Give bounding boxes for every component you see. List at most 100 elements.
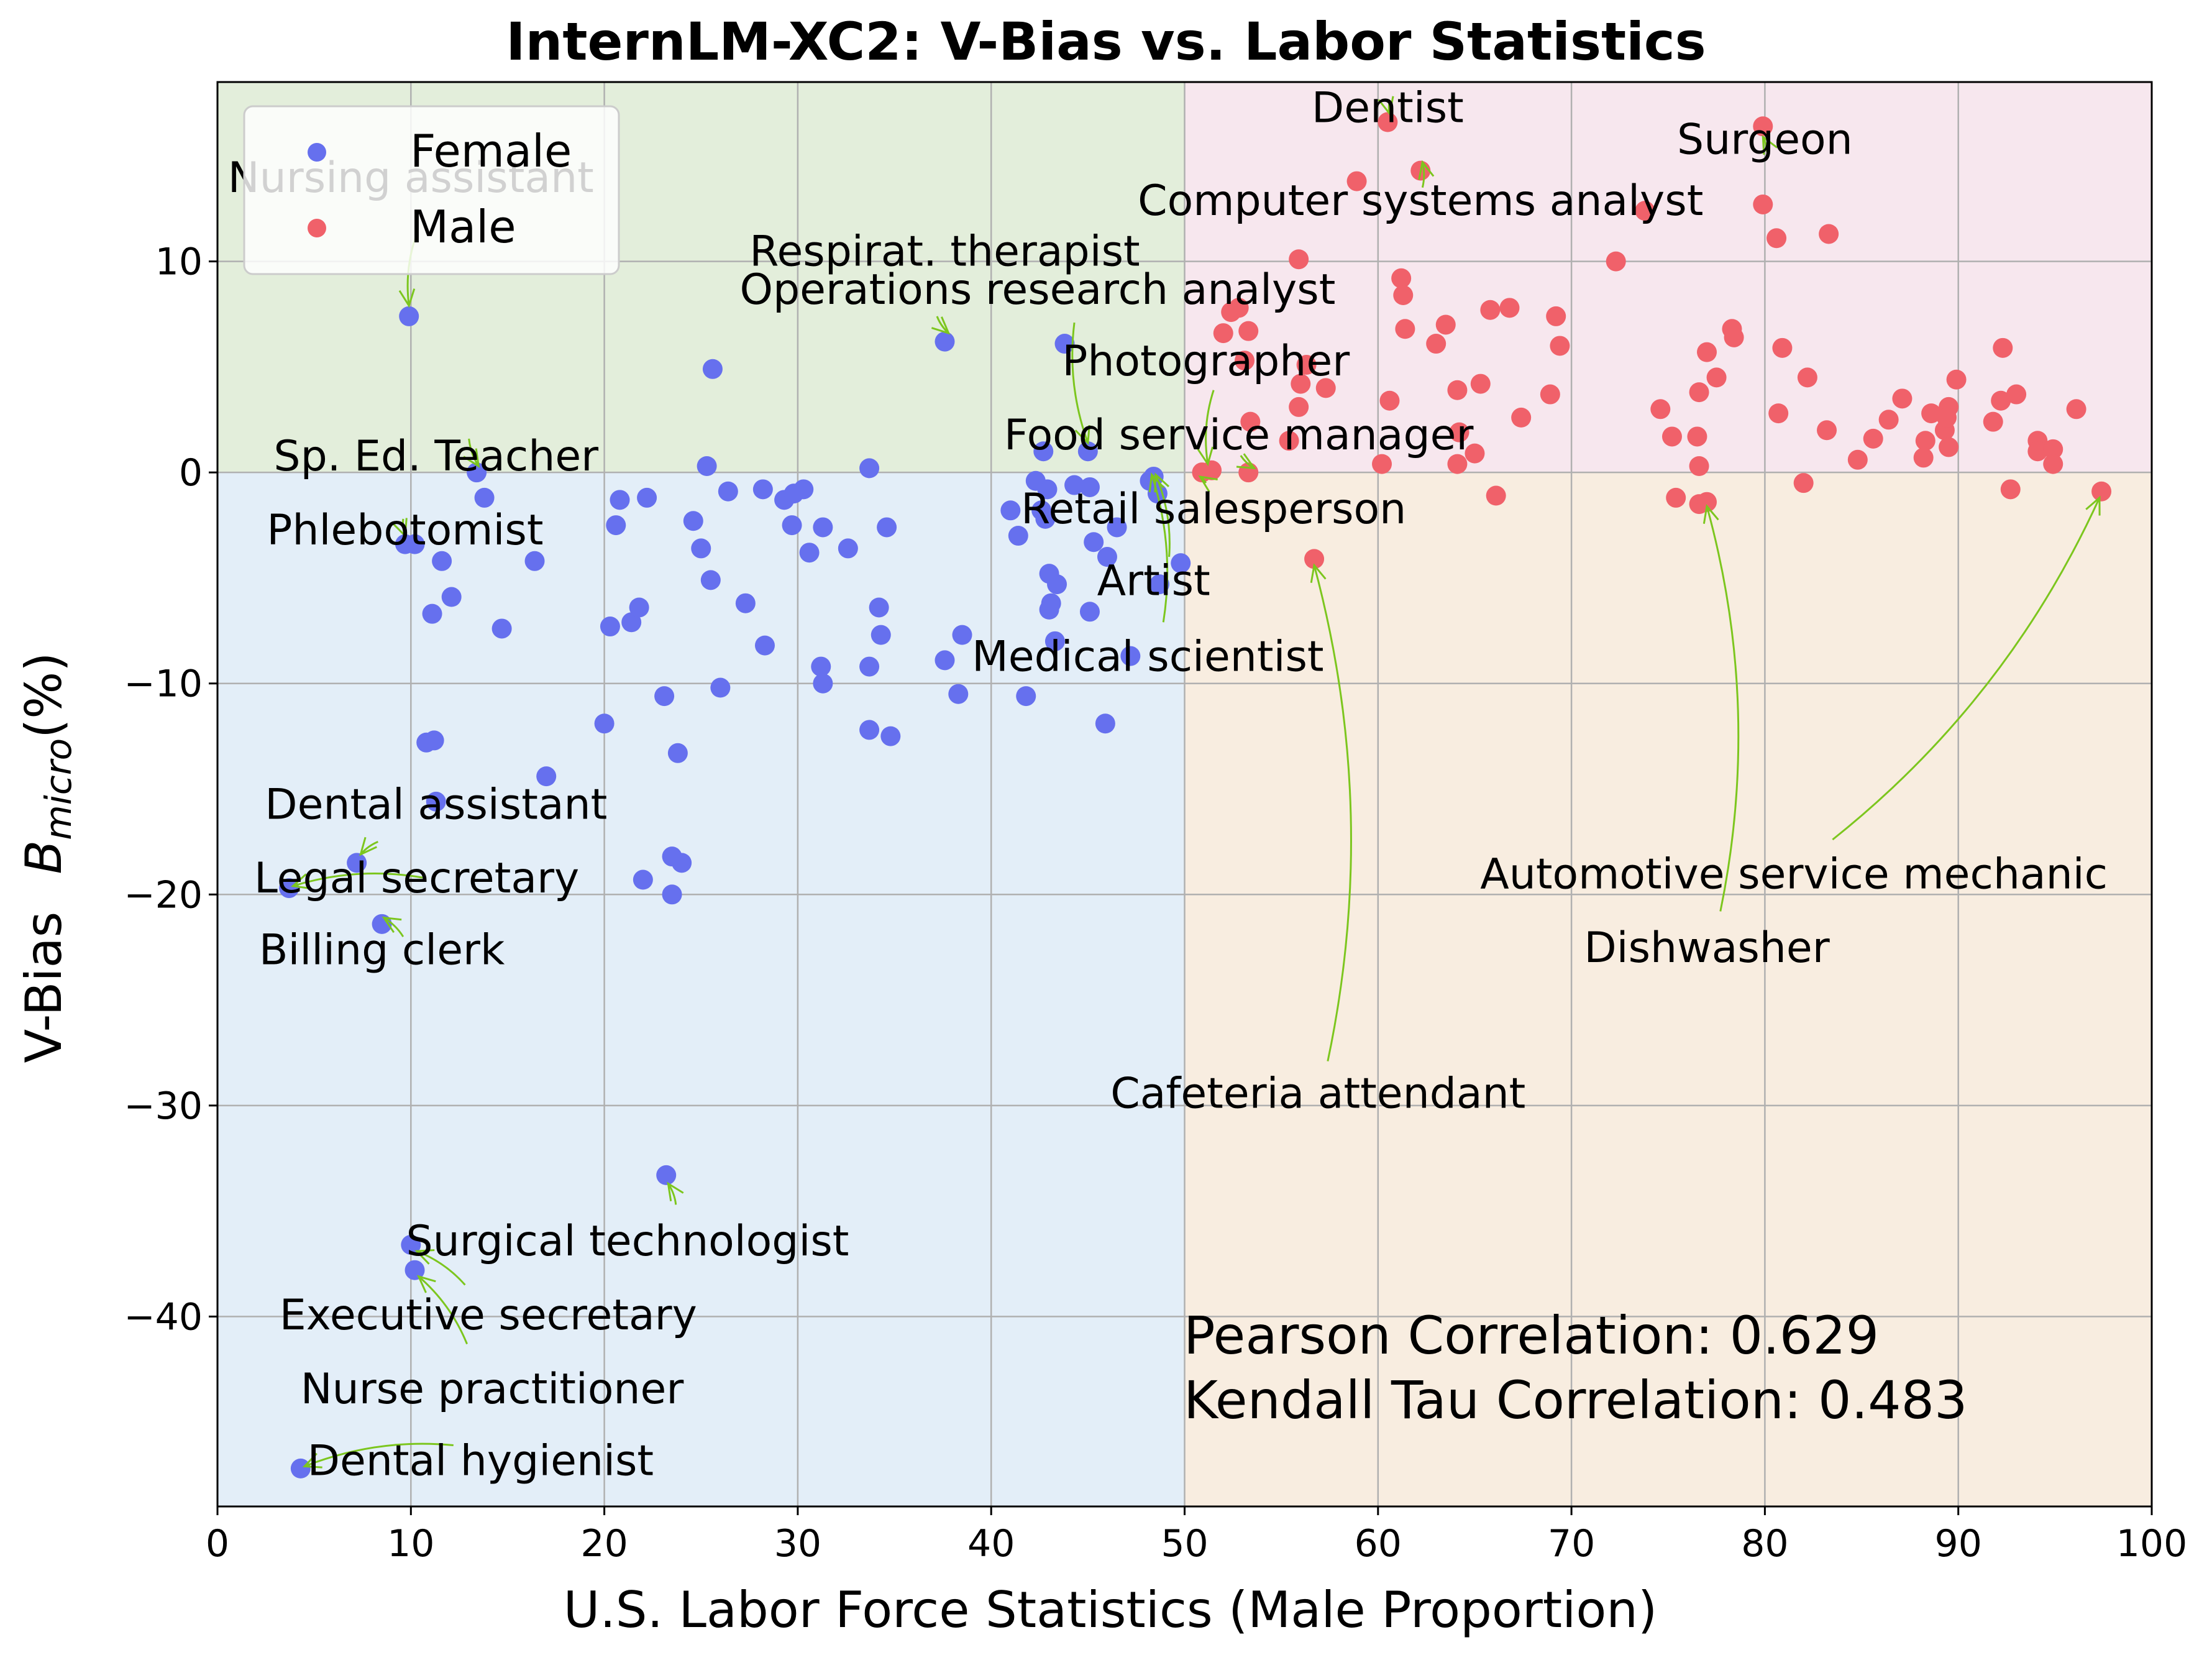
point-male — [1550, 336, 1570, 356]
point-male — [1819, 224, 1839, 244]
point-female — [347, 853, 367, 873]
point-male — [1817, 420, 1837, 441]
point-female — [813, 673, 833, 694]
annotation-arrow — [463, 438, 480, 468]
point-female — [859, 720, 880, 740]
annotation-arrow-head — [1198, 475, 1218, 493]
legend-box — [243, 105, 620, 275]
legend-marker-male — [308, 219, 326, 237]
annotation-arrow-shaft — [1313, 565, 1352, 1061]
annotation-arrow — [382, 916, 404, 937]
point-female — [426, 791, 446, 812]
point-female — [871, 625, 891, 645]
point-female — [524, 551, 545, 571]
annotation-arrow-shaft — [304, 1442, 454, 1467]
point-male — [1993, 337, 2013, 358]
annotation-arrow — [1310, 563, 1352, 1061]
point-male — [1913, 447, 1934, 468]
point-male — [1447, 454, 1468, 474]
quadrant-regions — [217, 82, 2152, 1507]
point-female — [633, 869, 653, 890]
point-male — [1921, 403, 1942, 424]
point-female — [1047, 574, 1067, 595]
point-female — [1016, 686, 1036, 707]
annotation-label: Dentist — [1312, 84, 1464, 133]
point-female — [594, 713, 615, 734]
annotation-arrow — [1071, 322, 1090, 446]
point-female — [667, 743, 688, 763]
point-male — [1499, 298, 1520, 318]
point-female — [610, 490, 630, 510]
point-female — [793, 479, 814, 500]
annotation-label: Phlebotomist — [267, 506, 543, 555]
point-male — [1689, 382, 1709, 403]
x-tick-label: 50 — [1161, 1522, 1208, 1566]
annotation-arrow-shaft — [1071, 322, 1089, 444]
point-male — [1511, 407, 1532, 428]
annotation-arrow-head — [1236, 453, 1256, 470]
point-male — [1238, 462, 1259, 483]
annotation-arrow — [1378, 96, 1394, 116]
point-male — [1315, 378, 1336, 398]
annotation-arrow-shaft — [416, 1250, 466, 1286]
annotation-arrow — [290, 873, 423, 889]
point-male — [1449, 422, 1469, 442]
annotation-arrow-head — [290, 873, 311, 889]
y-tick-label: −30 — [124, 1084, 203, 1128]
point-female — [799, 543, 820, 563]
x-tick-label: 0 — [206, 1522, 229, 1566]
annotation-label: Legal secretary — [254, 854, 579, 903]
annotation-arrow-shaft — [1151, 474, 1169, 623]
point-male — [1772, 337, 1793, 358]
y-tick-label: −10 — [124, 662, 203, 706]
point-male — [1697, 492, 1717, 512]
point-female — [1037, 479, 1058, 500]
point-male — [1635, 201, 1655, 221]
point-male — [1983, 411, 2003, 432]
legend: Female Male — [243, 105, 620, 275]
annotation-arrows — [290, 96, 2101, 1469]
point-male — [1372, 454, 1392, 474]
legend-marker-female — [308, 143, 326, 162]
annotation-arrow-head — [414, 1249, 435, 1265]
x-axis-label: U.S. Labor Force Statistics (Male Propor… — [564, 1581, 1657, 1639]
annotation-label: Operations research analyst — [739, 265, 1335, 314]
region-bottom-left — [217, 472, 1185, 1507]
point-female — [702, 359, 723, 379]
point-male — [1395, 319, 1415, 339]
point-female — [600, 617, 620, 637]
annotation-label: Nurse practitioner — [301, 1365, 684, 1414]
point-male — [1766, 228, 1787, 249]
point-male — [2066, 399, 2086, 419]
annotation-arrow — [1236, 453, 1256, 470]
point-female — [662, 884, 682, 905]
point-female — [1149, 574, 1170, 595]
annotation-arrow — [417, 1275, 468, 1345]
point-female — [637, 487, 657, 508]
y-axis-label-main: V-Bias — [15, 912, 73, 1063]
point-female — [859, 458, 880, 479]
annotation-arrow-head — [1148, 472, 1165, 493]
x-tick-label: 90 — [1935, 1522, 1982, 1566]
x-tick-label: 10 — [387, 1522, 434, 1566]
point-female — [404, 1260, 425, 1280]
point-female — [422, 603, 442, 624]
annotation-arrow — [1832, 495, 2101, 841]
point-female — [536, 766, 557, 787]
annotation-arrow-head — [359, 837, 377, 856]
annotation-label: Billing clerk — [259, 926, 505, 975]
x-tick-label: 20 — [580, 1522, 628, 1566]
point-female — [691, 538, 711, 559]
point-male — [2000, 479, 2021, 500]
point-female — [952, 625, 972, 645]
point-male — [1650, 399, 1671, 419]
annotation-arrow — [667, 1181, 684, 1205]
point-female — [1079, 602, 1100, 622]
point-female — [432, 551, 452, 571]
point-male — [2043, 454, 2063, 474]
annotation-label: Dishwasher — [1584, 924, 1829, 973]
point-male — [1661, 426, 1682, 447]
annotation-arrow-head — [398, 288, 416, 308]
point-female — [697, 456, 717, 476]
y-axis-label-unit: (%) — [15, 652, 73, 738]
